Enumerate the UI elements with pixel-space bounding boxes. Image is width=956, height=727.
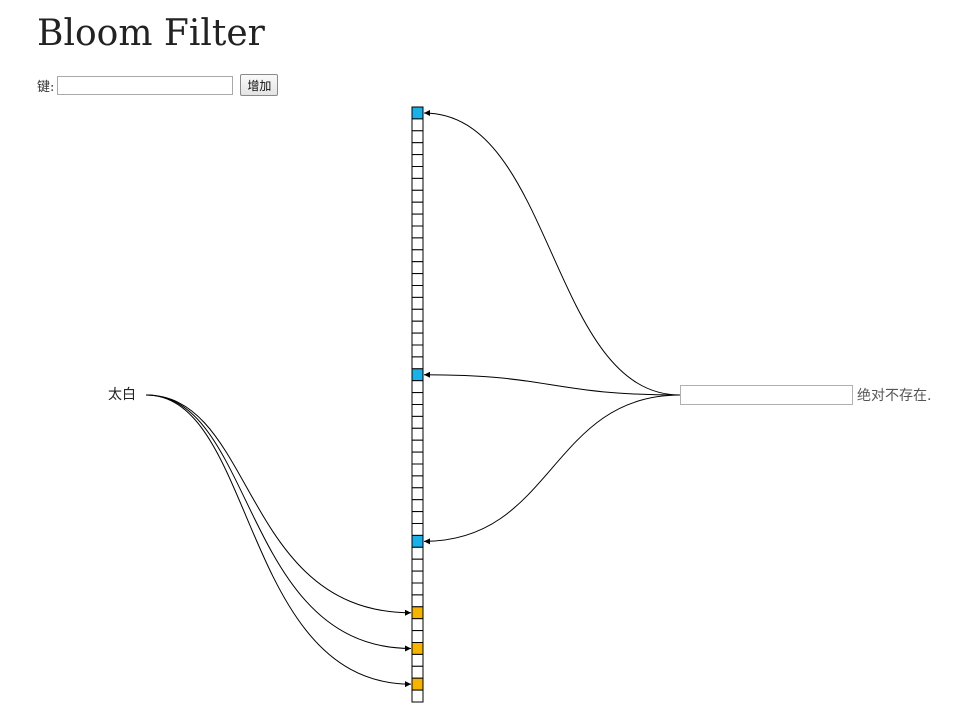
bit-cell bbox=[411, 630, 424, 643]
bit-cell bbox=[411, 689, 424, 703]
bit-cell bbox=[411, 296, 424, 310]
query-edge bbox=[423, 394, 681, 545]
bit-cell bbox=[411, 368, 424, 382]
bit-cell bbox=[411, 356, 424, 370]
bit-cell bbox=[411, 130, 424, 144]
query-input[interactable] bbox=[680, 385, 853, 405]
bit-cell bbox=[411, 594, 424, 608]
query-edge bbox=[423, 109, 681, 396]
bit-cell bbox=[411, 308, 424, 322]
bit-cell bbox=[411, 463, 424, 477]
bit-cell bbox=[411, 392, 424, 406]
bit-cell bbox=[411, 665, 424, 679]
added-key-edge bbox=[145, 394, 412, 616]
bit-cell bbox=[411, 653, 424, 667]
bit-cell bbox=[411, 261, 424, 275]
bit-cell bbox=[411, 618, 424, 632]
bit-cell bbox=[411, 404, 424, 417]
bit-cell bbox=[411, 154, 424, 168]
bit-cell bbox=[411, 213, 424, 227]
bit-cell bbox=[411, 523, 424, 536]
bit-cell bbox=[411, 475, 424, 489]
page-title: Bloom Filter bbox=[37, 13, 265, 54]
bit-cell bbox=[411, 273, 424, 287]
bit-cell bbox=[411, 677, 424, 691]
bit-cell bbox=[411, 451, 424, 465]
bit-cell bbox=[411, 285, 424, 298]
bit-cell bbox=[411, 546, 424, 560]
bit-cell bbox=[411, 439, 424, 453]
bit-cell bbox=[411, 582, 424, 596]
key-form: 键: 增加 bbox=[37, 74, 279, 96]
bit-cell bbox=[411, 225, 424, 239]
bit-cell bbox=[411, 642, 424, 655]
added-key-label: 太白 bbox=[108, 387, 136, 403]
bit-cell bbox=[411, 534, 424, 548]
bit-cell bbox=[411, 499, 424, 513]
query-edge bbox=[423, 371, 681, 396]
query-result: 绝对不存在. bbox=[857, 388, 932, 404]
bit-cell bbox=[411, 201, 424, 215]
bit-cell bbox=[411, 177, 424, 191]
bit-cell bbox=[411, 415, 424, 429]
bit-cell bbox=[411, 558, 424, 572]
bit-cell bbox=[411, 487, 424, 501]
bit-cell bbox=[411, 344, 424, 358]
bit-cell bbox=[411, 118, 424, 132]
bit-cell bbox=[411, 106, 424, 120]
bit-cell bbox=[411, 237, 424, 251]
bit-cell bbox=[411, 249, 424, 263]
add-button[interactable]: 增加 bbox=[240, 74, 279, 96]
bit-cell bbox=[411, 511, 424, 525]
bit-cell bbox=[411, 570, 424, 584]
bit-cell bbox=[411, 166, 424, 179]
bit-cell bbox=[411, 380, 424, 394]
added-key-edge bbox=[145, 394, 412, 688]
hash-edges bbox=[145, 109, 681, 688]
bit-cell bbox=[411, 332, 424, 346]
bit-array bbox=[411, 106, 424, 703]
bit-cell bbox=[411, 427, 424, 441]
key-label: 键: bbox=[37, 79, 55, 95]
key-input[interactable] bbox=[57, 75, 234, 95]
bit-cell bbox=[411, 606, 424, 620]
bit-cell bbox=[411, 320, 424, 334]
bit-cell bbox=[411, 142, 424, 156]
added-key-edge bbox=[145, 394, 412, 652]
bit-cell bbox=[411, 189, 424, 203]
